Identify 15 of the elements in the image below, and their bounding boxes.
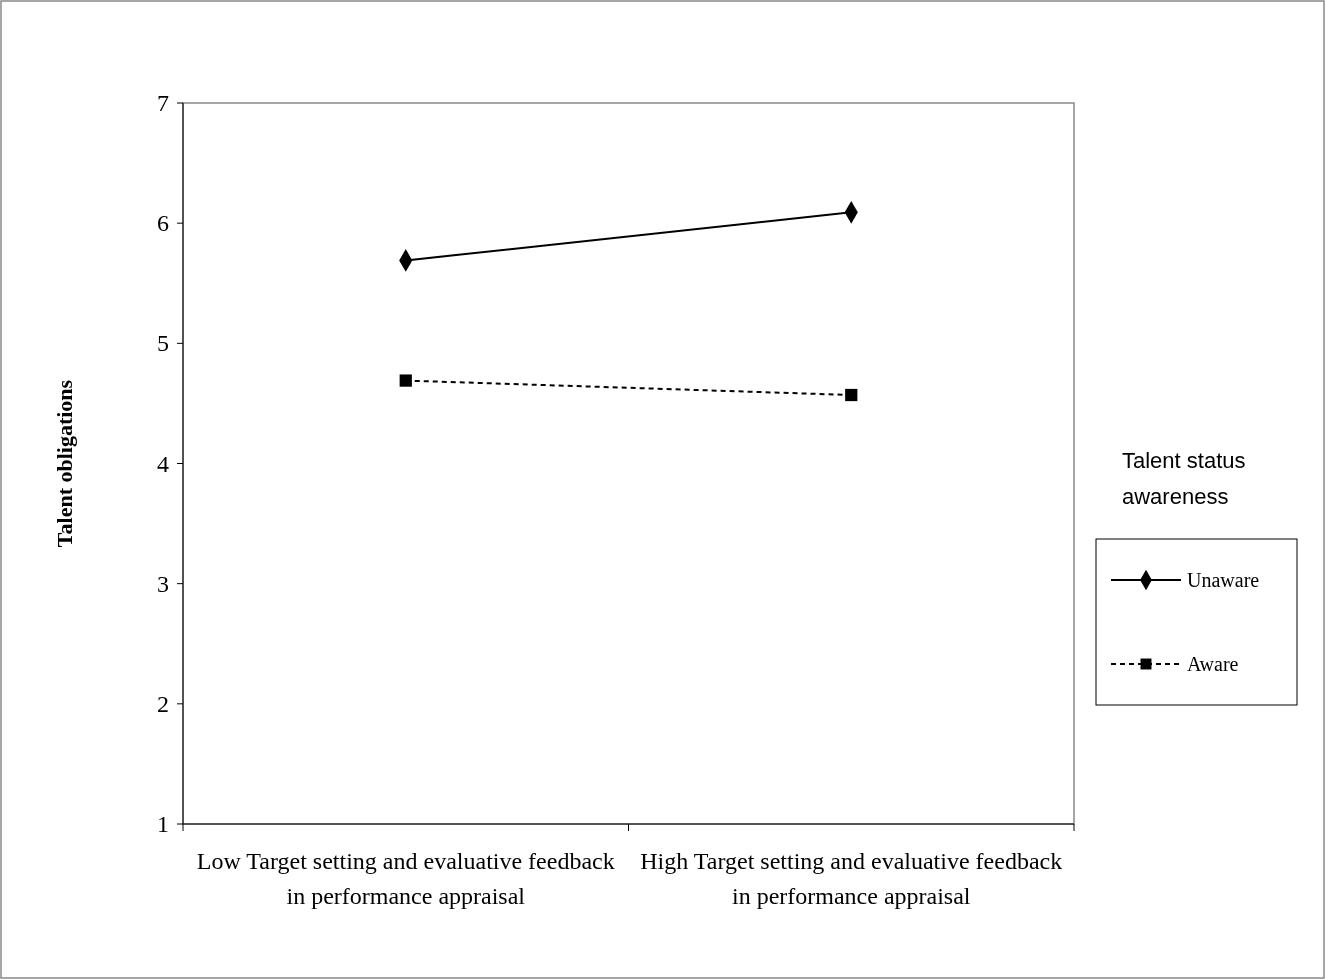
point	[845, 388, 858, 402]
y-tick-label: 1	[157, 811, 169, 837]
legend-label: Aware	[1187, 653, 1239, 675]
x-tick-label: Low Target setting and evaluative feedback in performance appraisal	[196, 848, 615, 909]
legend-label: Unaware	[1187, 569, 1260, 591]
y-tick-label: 4	[157, 450, 169, 477]
x-tick-label: High Target setting and evaluative feedback in performance appraisal	[640, 848, 1063, 909]
y-tick-label: 7	[157, 90, 169, 116]
y-tick-label: 6	[157, 210, 169, 237]
y-tick-label: 2	[157, 690, 169, 717]
legend-title: Talent status awareness	[1122, 447, 1246, 509]
y-tick-label: 3	[157, 570, 169, 597]
y-tick-label: 5	[157, 330, 169, 357]
point	[399, 374, 412, 387]
y-axis-title: Talent obligations	[52, 379, 77, 548]
